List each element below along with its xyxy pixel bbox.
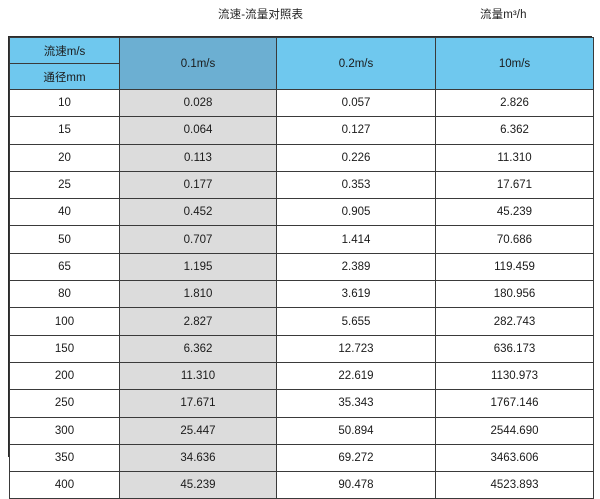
cell-flow-10ms: 45.239 xyxy=(435,198,594,227)
cell-flow-10ms: 4523.893 xyxy=(435,471,594,499)
cell-flow-0.2ms: 0.905 xyxy=(276,198,436,227)
cell-flow-0.1ms: 2.827 xyxy=(119,307,277,336)
cell-diameter: 200 xyxy=(9,361,120,391)
header-row-top: 流速m/s 0.1m/s 0.2m/s 10m/s xyxy=(9,37,594,90)
cell-flow-0.1ms: 0.177 xyxy=(119,170,277,200)
header-diameter-label: 通径mm xyxy=(9,63,120,90)
cell-diameter: 300 xyxy=(9,416,120,445)
cell-flow-0.2ms: 1.414 xyxy=(276,225,436,254)
cell-flow-0.1ms: 1.195 xyxy=(119,252,277,282)
header-row-bottom: 通径mm xyxy=(9,63,594,90)
cell-flow-0.2ms: 0.057 xyxy=(276,88,436,118)
table-row: 65 1.195 2.389 119.459 xyxy=(9,252,594,282)
cell-diameter: 20 xyxy=(9,143,120,172)
table-row: 40 0.452 0.905 45.239 xyxy=(9,198,594,227)
cell-flow-10ms: 636.173 xyxy=(435,334,594,363)
cell-flow-0.1ms: 17.671 xyxy=(119,389,277,418)
cell-flow-0.1ms: 6.362 xyxy=(119,334,277,363)
cell-diameter: 25 xyxy=(9,170,120,200)
cell-flow-10ms: 3463.606 xyxy=(435,443,594,473)
cell-flow-0.2ms: 2.389 xyxy=(276,252,436,282)
table-row: 300 25.447 50.894 2544.690 xyxy=(9,416,594,445)
cell-flow-10ms: 2544.690 xyxy=(435,416,594,445)
cell-diameter: 15 xyxy=(9,116,120,145)
table-row: 15 0.064 0.127 6.362 xyxy=(9,116,594,145)
cell-diameter: 100 xyxy=(9,307,120,336)
table-row: 400 45.239 90.478 4523.893 xyxy=(9,471,594,499)
cell-flow-10ms: 282.743 xyxy=(435,307,594,336)
cell-diameter: 65 xyxy=(9,252,120,282)
table-row: 250 17.671 35.343 1767.146 xyxy=(9,389,594,418)
cell-diameter: 10 xyxy=(9,88,120,118)
cell-diameter: 400 xyxy=(9,471,120,499)
cell-diameter: 80 xyxy=(9,280,120,309)
cell-flow-0.2ms: 22.619 xyxy=(276,361,436,391)
cell-diameter: 40 xyxy=(9,198,120,227)
cell-flow-0.2ms: 12.723 xyxy=(276,334,436,363)
cell-flow-0.2ms: 0.353 xyxy=(276,170,436,200)
header-col-0.1ms: 0.1m/s xyxy=(119,37,277,90)
table-row: 200 11.310 22.619 1130.973 xyxy=(9,361,594,391)
header-col-0.2ms: 0.2m/s xyxy=(276,37,436,90)
cell-flow-0.1ms: 1.810 xyxy=(119,280,277,309)
table-row: 20 0.113 0.226 11.310 xyxy=(9,143,594,172)
cell-flow-10ms: 70.686 xyxy=(435,225,594,254)
header-col-10ms: 10m/s xyxy=(435,37,594,90)
cell-flow-10ms: 1767.146 xyxy=(435,389,594,418)
cell-flow-10ms: 180.956 xyxy=(435,280,594,309)
table-row: 150 6.362 12.723 636.173 xyxy=(9,334,594,363)
flow-velocity-table: 流速m/s 0.1m/s 0.2m/s 10m/s 通径mm 10 0.028 0.… xyxy=(9,37,594,499)
cell-flow-0.1ms: 0.064 xyxy=(119,116,277,145)
cell-flow-0.2ms: 0.127 xyxy=(276,116,436,145)
cell-flow-10ms: 119.459 xyxy=(435,252,594,282)
cell-flow-0.1ms: 45.239 xyxy=(119,471,277,499)
cell-flow-0.1ms: 0.028 xyxy=(119,88,277,118)
cell-flow-0.2ms: 69.272 xyxy=(276,443,436,473)
cell-flow-0.2ms: 5.655 xyxy=(276,307,436,336)
cell-flow-0.2ms: 35.343 xyxy=(276,389,436,418)
chart-title: 流速-流量对照表 xyxy=(218,9,304,21)
table-row: 350 34.636 69.272 3463.606 xyxy=(9,443,594,473)
cell-flow-10ms: 11.310 xyxy=(435,143,594,172)
header-velocity-label: 流速m/s xyxy=(9,37,120,64)
cell-diameter: 250 xyxy=(9,389,120,418)
flow-unit-title: 流量m³/h xyxy=(480,9,527,21)
flow-velocity-table-container: 流速m/s 0.1m/s 0.2m/s 10m/s 通径mm 10 0.028 0.… xyxy=(8,36,594,499)
cell-diameter: 150 xyxy=(9,334,120,363)
cell-flow-0.1ms: 0.707 xyxy=(119,225,277,254)
cell-flow-0.1ms: 0.452 xyxy=(119,198,277,227)
cell-flow-10ms: 17.671 xyxy=(435,170,594,200)
cell-flow-0.1ms: 11.310 xyxy=(119,361,277,391)
titles-bar: 流速-流量对照表 流量m³/h xyxy=(0,0,600,32)
cell-flow-0.2ms: 3.619 xyxy=(276,280,436,309)
cell-flow-0.1ms: 25.447 xyxy=(119,416,277,445)
table-row: 50 0.707 1.414 70.686 xyxy=(9,225,594,254)
cell-flow-10ms: 2.826 xyxy=(435,88,594,118)
table-row: 25 0.177 0.353 17.671 xyxy=(9,170,594,200)
table-row: 10 0.028 0.057 2.826 xyxy=(9,88,594,118)
cell-flow-0.1ms: 34.636 xyxy=(119,443,277,473)
cell-flow-0.2ms: 90.478 xyxy=(276,471,436,499)
cell-flow-10ms: 1130.973 xyxy=(435,361,594,391)
cell-flow-0.2ms: 0.226 xyxy=(276,143,436,172)
cell-flow-0.1ms: 0.113 xyxy=(119,143,277,172)
cell-diameter: 350 xyxy=(9,443,120,473)
table-row: 80 1.810 3.619 180.956 xyxy=(9,280,594,309)
cell-diameter: 50 xyxy=(9,225,120,254)
cell-flow-0.2ms: 50.894 xyxy=(276,416,436,445)
cell-flow-10ms: 6.362 xyxy=(435,116,594,145)
table-row: 100 2.827 5.655 282.743 xyxy=(9,307,594,336)
